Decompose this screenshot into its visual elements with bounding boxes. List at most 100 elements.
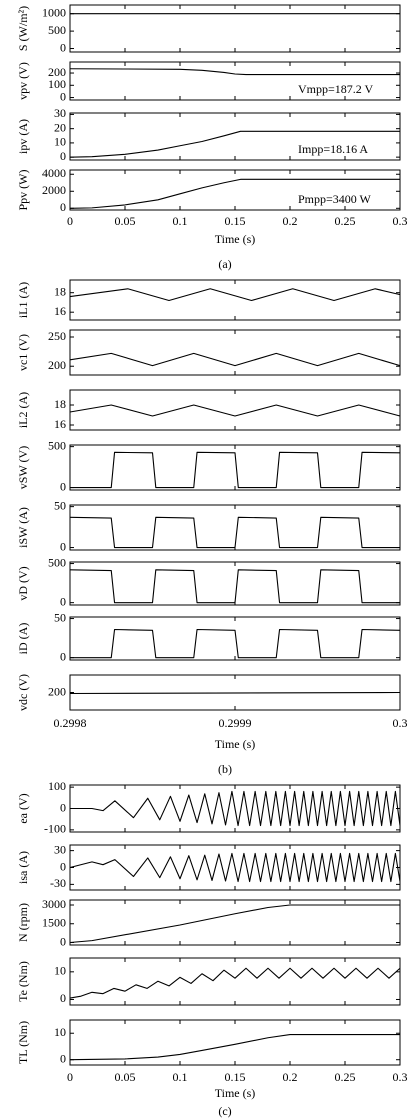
y-tick-label: 0 bbox=[60, 149, 66, 163]
y-tick-label: 0 bbox=[60, 649, 66, 663]
panel-frame bbox=[69, 444, 401, 491]
annotation: Pmpp=3400 W bbox=[298, 192, 372, 206]
y-tick-label: 200 bbox=[48, 358, 66, 372]
y-tick-label: 0 bbox=[60, 200, 66, 214]
x-axis-label: Time (s) bbox=[215, 737, 256, 751]
x-tick-label: 0.1 bbox=[173, 214, 188, 228]
y-tick-label: 1500 bbox=[42, 916, 66, 930]
y-tick-label: 0 bbox=[60, 594, 66, 608]
panel-frame bbox=[69, 389, 401, 431]
y-tick-label: 30 bbox=[54, 106, 66, 120]
y-tick-label: 100 bbox=[48, 77, 66, 91]
signal-trace bbox=[69, 1034, 400, 1061]
panel-frame bbox=[69, 616, 401, 661]
y-tick-label: 0 bbox=[60, 934, 66, 948]
panel-frame bbox=[69, 1019, 401, 1066]
y-tick-label: 18 bbox=[54, 397, 66, 411]
panel-frame bbox=[69, 279, 401, 321]
y-tick-label: 500 bbox=[48, 438, 66, 452]
signal-trace bbox=[69, 404, 401, 417]
y-tick-label: 0 bbox=[60, 479, 66, 493]
x-tick-label: 0.2 bbox=[283, 1070, 298, 1084]
y-tick-label: 2000 bbox=[42, 183, 66, 197]
x-tick-label: 0.1 bbox=[173, 1070, 188, 1084]
y-axis-label: Te (Nm) bbox=[16, 961, 30, 1002]
y-axis-label: iL1 (A) bbox=[16, 282, 30, 318]
caption: (a) bbox=[218, 257, 231, 271]
y-tick-label: -100 bbox=[44, 822, 66, 836]
signal-trace bbox=[69, 130, 400, 158]
y-tick-label: 3000 bbox=[42, 897, 66, 911]
x-axis-label: Time (s) bbox=[215, 1086, 256, 1100]
x-tick-label: 0.05 bbox=[115, 214, 136, 228]
y-axis-label: N (rpm) bbox=[16, 903, 30, 942]
y-axis-label: vdc (V) bbox=[16, 674, 30, 711]
y-tick-label: 0 bbox=[60, 991, 66, 1005]
x-tick-label: 0.3 bbox=[393, 214, 408, 228]
y-tick-label: 0 bbox=[60, 859, 66, 873]
x-tick-label: 0.25 bbox=[335, 1070, 356, 1084]
y-tick-label: 50 bbox=[54, 610, 66, 624]
y-tick-label: 50 bbox=[54, 498, 66, 512]
y-tick-label: 100 bbox=[48, 779, 66, 793]
y-tick-label: -30 bbox=[50, 876, 66, 890]
signal-trace bbox=[69, 691, 401, 695]
y-axis-label: Ppv (W) bbox=[16, 170, 30, 211]
y-tick-label: 10 bbox=[54, 1025, 66, 1039]
x-tick-label: 0.2999 bbox=[219, 716, 252, 730]
y-tick-label: 10 bbox=[54, 135, 66, 149]
panel-frame bbox=[69, 957, 401, 1006]
signal-trace bbox=[69, 569, 400, 604]
x-tick-label: 0.15 bbox=[225, 214, 246, 228]
y-tick-label: 0 bbox=[60, 89, 66, 103]
y-tick-label: 1000 bbox=[42, 5, 66, 19]
y-tick-label: 16 bbox=[54, 417, 66, 431]
caption: (b) bbox=[218, 762, 232, 776]
y-axis-label: vSW (V) bbox=[16, 446, 30, 489]
y-axis-label: iL2 (A) bbox=[16, 392, 30, 428]
y-tick-label: 500 bbox=[48, 23, 66, 37]
signal-trace bbox=[69, 68, 400, 76]
y-tick-label: 200 bbox=[48, 65, 66, 79]
x-tick-label: 0.15 bbox=[225, 1070, 246, 1084]
x-tick-label: 0 bbox=[67, 214, 73, 228]
y-axis-label: ipv (A) bbox=[16, 119, 30, 154]
y-tick-label: 10 bbox=[54, 964, 66, 978]
signal-trace bbox=[69, 352, 401, 367]
y-axis-label: vpv (V) bbox=[16, 62, 30, 100]
x-axis-label: Time (s) bbox=[215, 232, 256, 246]
x-tick-label: 0.25 bbox=[335, 214, 356, 228]
signal-trace bbox=[69, 288, 401, 302]
y-tick-label: 4000 bbox=[42, 166, 66, 180]
signal-trace bbox=[69, 904, 400, 944]
y-tick-label: 250 bbox=[48, 329, 66, 343]
y-axis-label: vD (V) bbox=[16, 566, 30, 600]
y-tick-label: 0 bbox=[60, 1051, 66, 1065]
y-axis-label: TL (Nm) bbox=[16, 1021, 30, 1064]
y-tick-label: 0 bbox=[60, 40, 66, 54]
signal-trace bbox=[69, 516, 400, 549]
y-axis-label: isa (A) bbox=[16, 851, 30, 884]
x-tick-label: 0 bbox=[67, 1070, 73, 1084]
x-tick-label: 0.2 bbox=[283, 214, 298, 228]
y-axis-label: iSW (A) bbox=[16, 507, 30, 548]
annotation: Impp=18.16 A bbox=[298, 142, 368, 156]
y-axis-label: iD (A) bbox=[16, 623, 30, 655]
panel-frame bbox=[69, 329, 401, 376]
y-tick-label: 0 bbox=[60, 539, 66, 553]
x-tick-label: 0.3 bbox=[393, 716, 408, 730]
x-tick-label: 0.2998 bbox=[54, 716, 87, 730]
y-tick-label: 200 bbox=[48, 684, 66, 698]
y-tick-label: 20 bbox=[54, 120, 66, 134]
caption: (c) bbox=[218, 1104, 231, 1118]
signal-trace bbox=[69, 178, 400, 209]
y-tick-label: 16 bbox=[54, 304, 66, 318]
signal-trace bbox=[69, 967, 401, 999]
signal-trace bbox=[69, 852, 401, 883]
y-axis-label: vc1 (V) bbox=[16, 334, 30, 371]
signal-trace bbox=[70, 628, 401, 659]
x-tick-label: 0.05 bbox=[115, 1070, 136, 1084]
y-tick-label: 18 bbox=[54, 284, 66, 298]
